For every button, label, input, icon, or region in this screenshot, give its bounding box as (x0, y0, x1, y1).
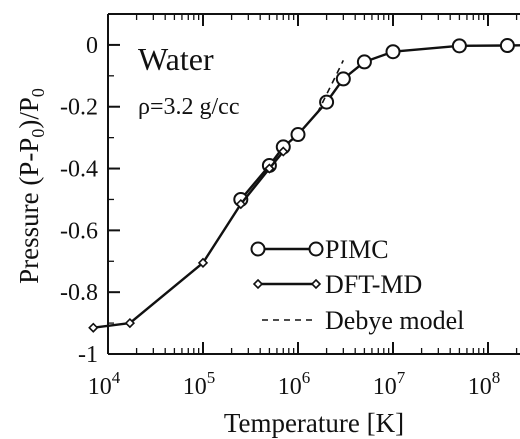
legend-marker-dft-md (310, 278, 322, 290)
x-tick-label: 104 (88, 368, 121, 400)
data-point-pimc (290, 127, 306, 143)
data-point-dft-md (235, 198, 246, 210)
density-annotation: ρ=3.2 g/cc (138, 94, 239, 120)
legend-marker-pimc (308, 241, 324, 257)
y-tick-label: -0.2 (60, 95, 98, 121)
series-line-dft-md (93, 150, 285, 329)
x-tick-label: 108 (468, 368, 501, 400)
y-tick-label: -0.8 (60, 280, 98, 306)
x-tick-label: 107 (373, 368, 406, 400)
y-tick-labels: 0 -0.2 -0.4 -0.6 -0.8 -1 (60, 33, 98, 368)
y-tick-label: -0.4 (60, 157, 98, 183)
data-point-dft-md (197, 257, 209, 268)
data-point-dft-md (278, 146, 289, 157)
x-tick-labels: 104 105 106 107 108 (88, 368, 501, 400)
legend-item-pimc: PIMC (250, 235, 389, 264)
x-tick-label: 105 (183, 368, 216, 400)
legend-marker-dft-md (252, 278, 264, 290)
x-axis-title: Temperature [K] (224, 408, 404, 438)
data-point-pimc (499, 38, 515, 54)
y-tick-label: -0.6 (60, 218, 98, 244)
series-layer (88, 38, 520, 333)
data-point-pimc (451, 38, 467, 54)
series-line-pimc (239, 44, 520, 201)
legend-item-debye: Debye model (262, 306, 464, 335)
substance-annotation: Water (138, 41, 214, 77)
legend: PIMC DFT-MD Debye model (250, 235, 464, 335)
data-point-dft-md (264, 163, 275, 174)
y-axis-title: Pressure (P-P0)/P0 (14, 88, 48, 284)
data-point-pimc (335, 71, 351, 87)
y-tick-label: 0 (86, 33, 98, 59)
legend-marker-pimc (250, 241, 266, 257)
y-tick-label: -1 (78, 342, 98, 368)
x-tick-label: 106 (278, 368, 311, 400)
legend-label-pimc: PIMC (325, 235, 389, 264)
legend-label-debye: Debye model (325, 306, 464, 335)
data-point-pimc (385, 44, 401, 60)
data-point-dft-md (124, 317, 136, 329)
data-point-dft-md (88, 322, 99, 333)
data-point-pimc (319, 94, 335, 110)
series-line-debye-model (316, 60, 345, 114)
legend-item-dft-md: DFT-MD (252, 270, 422, 299)
data-point-pimc (356, 54, 372, 70)
major-ticks (107, 14, 489, 355)
minor-ticks (108, 14, 518, 355)
legend-label-dft-md: DFT-MD (325, 270, 422, 299)
plot-frame (107, 13, 520, 355)
